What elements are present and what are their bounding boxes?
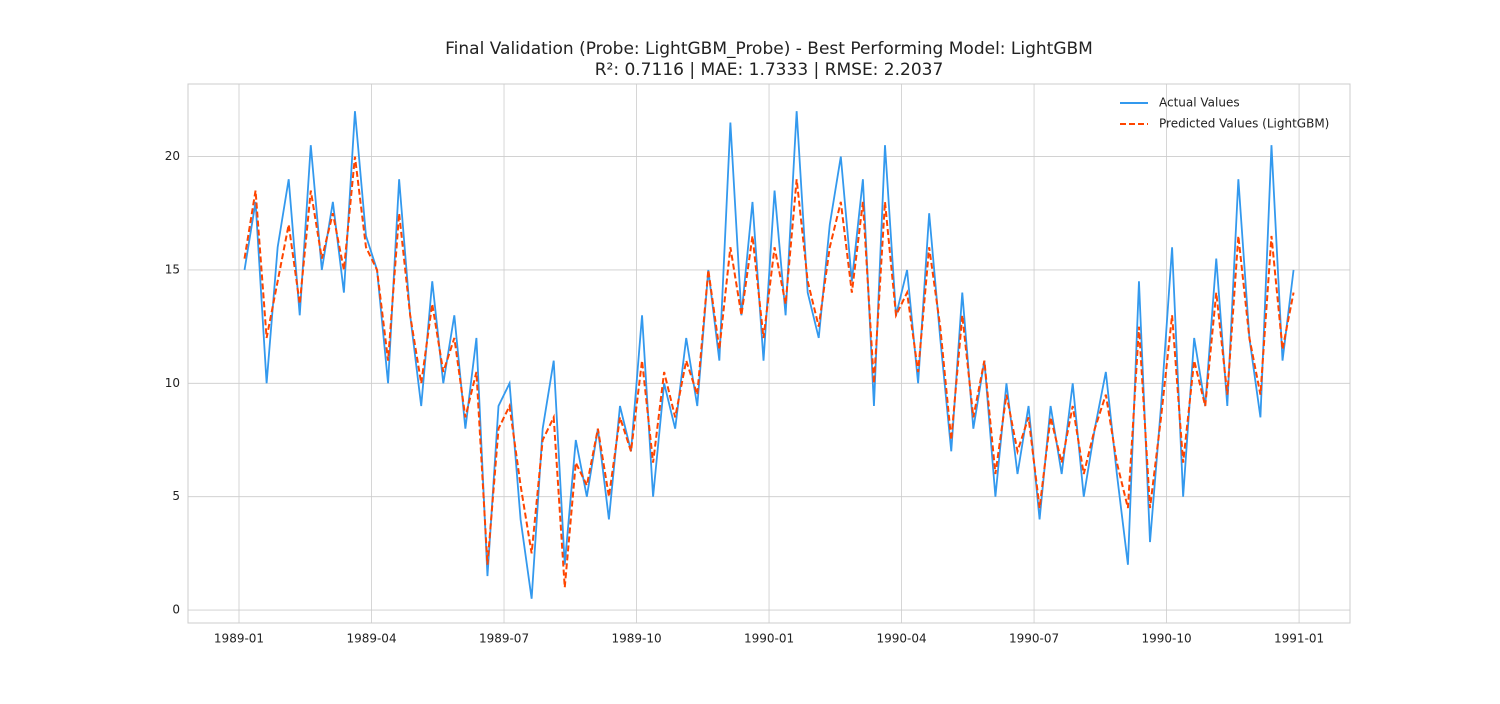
y-tick-label: 10 <box>165 376 180 390</box>
plot-frame <box>187 83 1351 624</box>
x-tick-label: 1989-07 <box>479 632 529 646</box>
chart-title: Final Validation (Probe: LightGBM_Probe)… <box>445 39 1093 59</box>
y-tick-label: 15 <box>165 262 180 276</box>
legend-label: Actual Values <box>1159 96 1240 110</box>
x-tick-label: 1989-04 <box>346 632 396 646</box>
chart-subtitle: R²: 0.7116 | MAE: 1.7333 | RMSE: 2.2037 <box>595 60 944 80</box>
y-tick-label: 0 <box>172 603 180 617</box>
x-tick-label: 1990-07 <box>1009 632 1059 646</box>
x-tick-label: 1990-04 <box>876 632 926 646</box>
x-tick-label: 1990-10 <box>1141 632 1191 646</box>
x-tick-label: 1989-10 <box>611 632 661 646</box>
legend-label: Predicted Values (LightGBM) <box>1159 117 1329 131</box>
data-line <box>243 156 1295 588</box>
x-tick-label: 1989-01 <box>214 632 264 646</box>
x-tick-label: 1990-01 <box>744 632 794 646</box>
data-line <box>243 111 1295 599</box>
x-tick-label: 1991-01 <box>1274 632 1324 646</box>
y-tick-label: 20 <box>165 149 180 163</box>
y-tick-label: 5 <box>172 489 180 503</box>
